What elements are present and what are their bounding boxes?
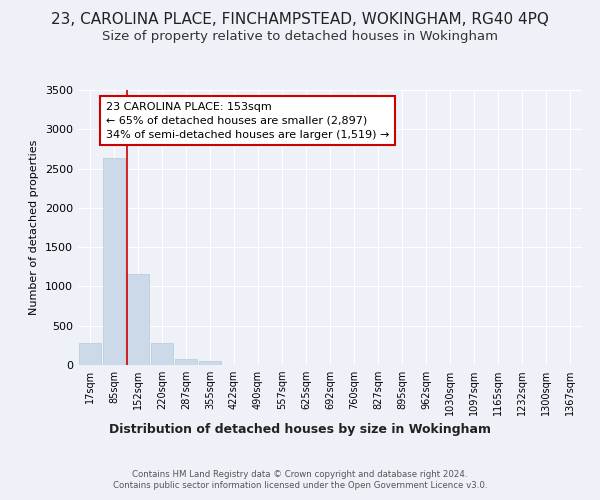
Y-axis label: Number of detached properties: Number of detached properties	[29, 140, 40, 315]
Bar	[103, 158, 125, 365]
Bar	[151, 343, 173, 365]
Text: Size of property relative to detached houses in Wokingham: Size of property relative to detached ho…	[102, 30, 498, 43]
Text: Contains HM Land Registry data © Crown copyright and database right 2024.: Contains HM Land Registry data © Crown c…	[132, 470, 468, 479]
Text: 23, CAROLINA PLACE, FINCHAMPSTEAD, WOKINGHAM, RG40 4PQ: 23, CAROLINA PLACE, FINCHAMPSTEAD, WOKIN…	[51, 12, 549, 28]
Bar	[79, 343, 101, 365]
Bar	[127, 274, 149, 365]
Text: 23 CAROLINA PLACE: 153sqm
← 65% of detached houses are smaller (2,897)
34% of se: 23 CAROLINA PLACE: 153sqm ← 65% of detac…	[106, 102, 389, 140]
Text: Contains public sector information licensed under the Open Government Licence v3: Contains public sector information licen…	[113, 481, 487, 490]
Bar	[175, 358, 197, 365]
Bar	[199, 361, 221, 365]
Text: Distribution of detached houses by size in Wokingham: Distribution of detached houses by size …	[109, 422, 491, 436]
